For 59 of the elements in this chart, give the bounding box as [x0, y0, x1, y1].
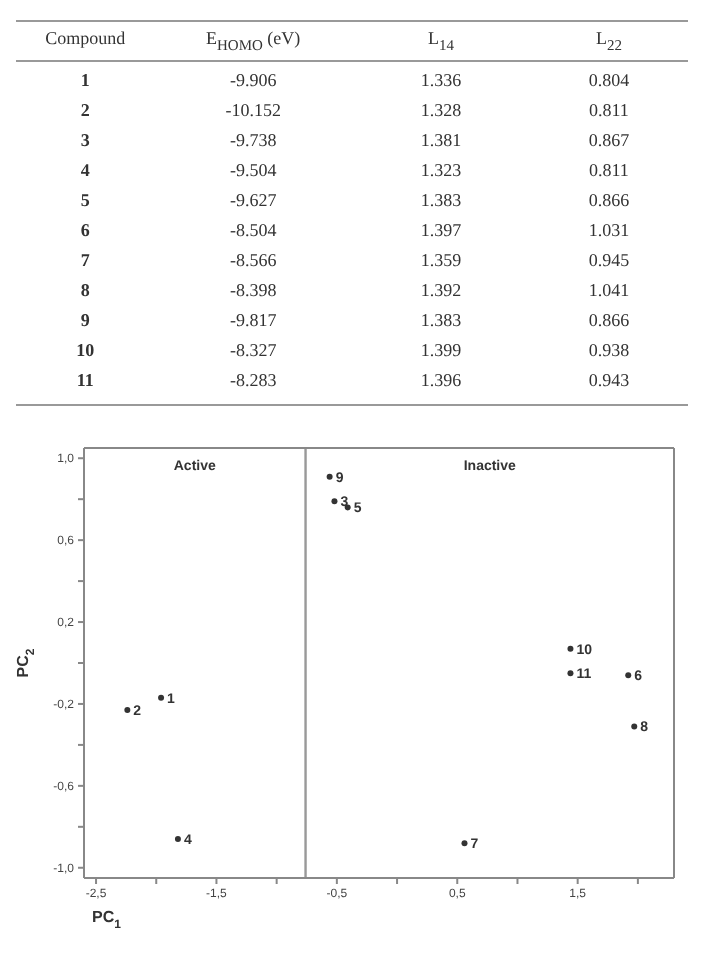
data-label: -8.566 — [227, 250, 279, 271]
data-label: 1.323 — [418, 160, 464, 181]
x-tick-label: E$_{HOMO}$ (eV) — [204, 28, 303, 54]
y-axis-title: Compound — [43, 28, 128, 52]
point — [158, 694, 165, 701]
data-label: -9.738 — [227, 130, 279, 151]
y-tick-label: 6 — [78, 220, 92, 241]
y-tick-label: 7 — [78, 250, 92, 271]
point — [461, 839, 468, 846]
data-label: 1.397 — [418, 220, 464, 241]
data-label: 1.336 — [418, 70, 464, 91]
x-tick-label: L$_{22}$ — [593, 28, 624, 54]
point — [625, 671, 632, 678]
data-label: -8.327 — [227, 340, 279, 361]
y-tick-label: 4 — [78, 160, 92, 181]
point — [331, 497, 338, 504]
data-label: -9.504 — [227, 160, 279, 181]
data-label: 1.396 — [418, 370, 464, 391]
data-label: 1.328 — [418, 100, 464, 121]
y-tick-label: 11 — [74, 370, 96, 391]
point — [174, 835, 181, 842]
data-label: 0.866 — [586, 190, 632, 211]
point — [326, 473, 333, 480]
y-tick-label: 9 — [78, 310, 92, 331]
y-tick-label: 1 — [78, 70, 92, 91]
data-label: -10.152 — [223, 100, 283, 121]
data-label: -8.504 — [227, 220, 279, 241]
data-label: 1.383 — [418, 310, 464, 331]
data-label: 1.031 — [586, 220, 632, 241]
data-label: 0.866 — [586, 310, 632, 331]
data-label: 1.359 — [418, 250, 464, 271]
x-axis-title: PC$_{1}$ — [92, 907, 123, 932]
data-label: 1.041 — [586, 280, 632, 301]
point — [124, 706, 131, 713]
data-label: -8.398 — [227, 280, 279, 301]
data-label: 0.804 — [586, 70, 632, 91]
y-tick-label: 10 — [74, 340, 97, 361]
data-label: 0.811 — [587, 100, 631, 121]
data-label: 0.867 — [586, 130, 632, 151]
data-label: 1.399 — [418, 340, 464, 361]
point — [567, 669, 574, 676]
data-label: -9.817 — [227, 310, 279, 331]
data-label: -9.627 — [227, 190, 279, 211]
y-tick-label: 5 — [78, 190, 92, 211]
point — [631, 723, 638, 730]
data-label: 0.943 — [586, 370, 632, 391]
y-tick-label: 8 — [78, 280, 92, 301]
data-label: -9.906 — [227, 70, 279, 91]
data-label: 0.945 — [586, 250, 632, 271]
y-tick-label: 3 — [78, 130, 92, 151]
data-label: 1.392 — [418, 280, 464, 301]
point — [567, 645, 574, 652]
data-label: 0.811 — [587, 160, 631, 181]
x-tick-label: L$_{14}$ — [425, 28, 456, 54]
y-tick-label: 2 — [78, 100, 92, 121]
data-label: 1.381 — [418, 130, 464, 151]
data-label: 1.383 — [418, 190, 464, 211]
data-label: 0.938 — [586, 340, 632, 361]
data-label: -8.283 — [227, 370, 279, 391]
